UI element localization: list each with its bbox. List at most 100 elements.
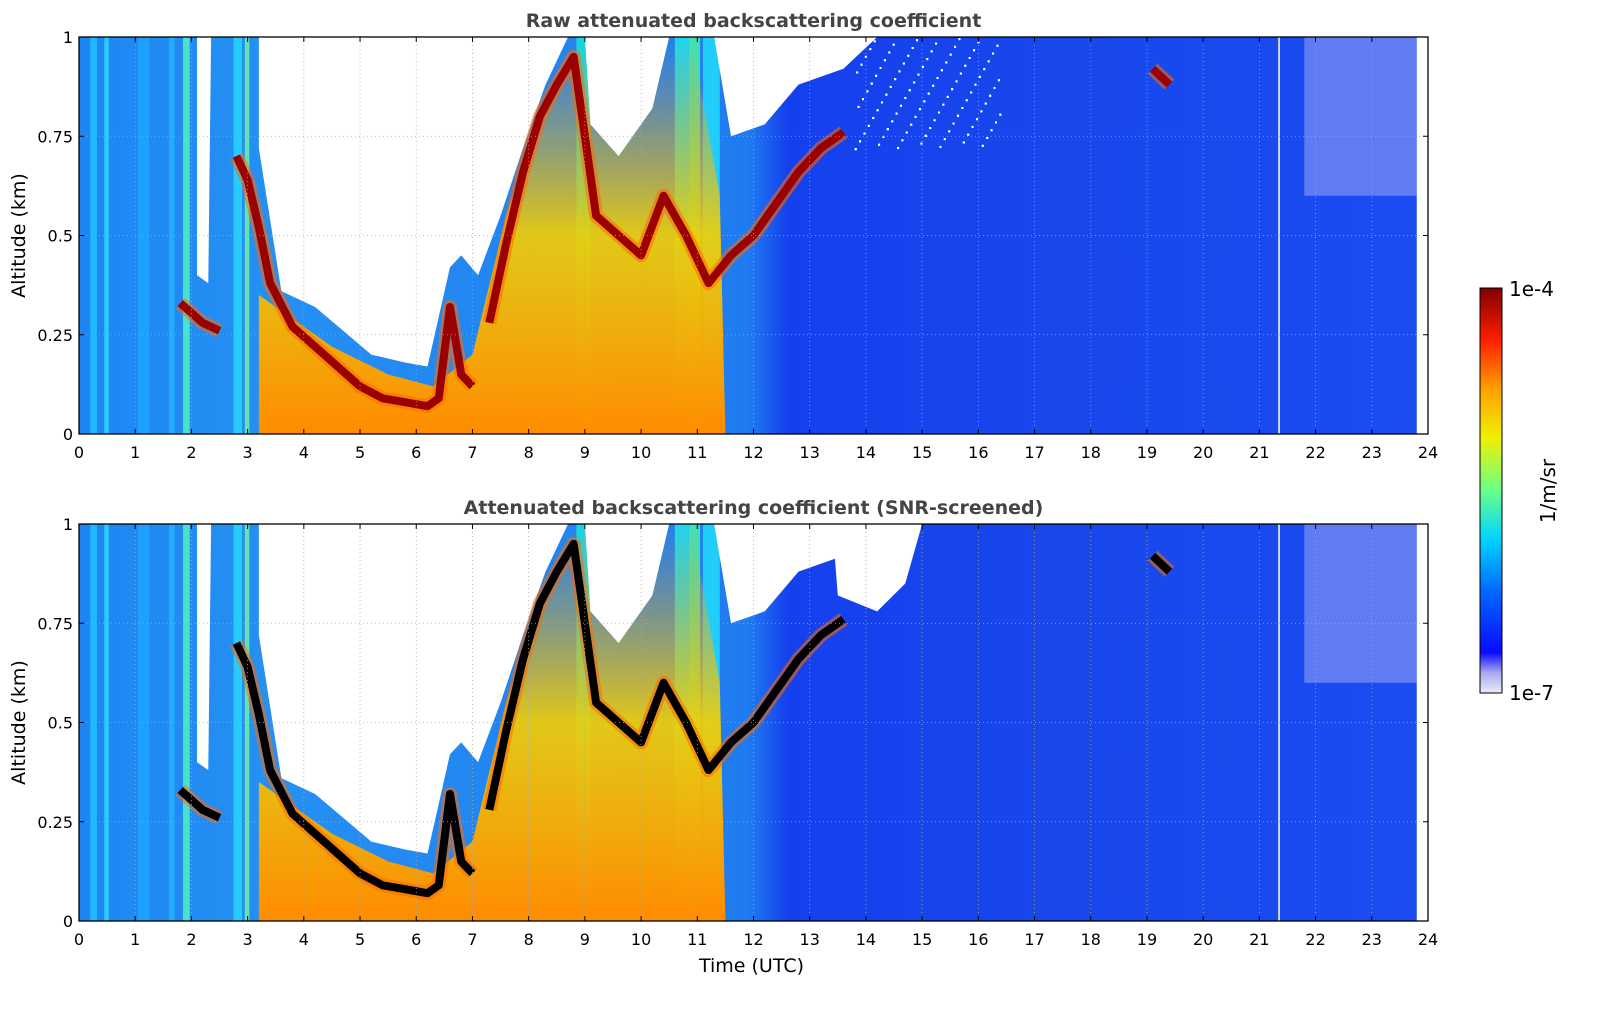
noise-speckle: [869, 48, 872, 51]
noise-speckle: [933, 119, 936, 122]
noise-speckle: [921, 65, 924, 68]
noise-speckle: [975, 118, 978, 121]
x-tick-label: 4: [299, 930, 309, 949]
noise-speckle: [872, 117, 875, 120]
clear-air-region: [832, 524, 923, 612]
clear-air-region: [258, 524, 569, 854]
noise-speckle: [967, 133, 970, 136]
x-tick-label: 11: [687, 443, 707, 462]
noise-speckle: [962, 141, 965, 144]
noise-speckle: [886, 128, 889, 131]
noise-speckle: [939, 145, 942, 148]
x-tick-label: 21: [1249, 930, 1269, 949]
noise-speckle: [977, 41, 980, 44]
precip-streak: [182, 524, 190, 921]
noise-speckle: [996, 44, 999, 47]
noise-speckle: [984, 102, 987, 105]
noise-speckle: [927, 92, 930, 95]
x-tick-label: 15: [912, 443, 932, 462]
noise-speckle: [914, 115, 917, 118]
x-tick-label: 14: [856, 443, 876, 462]
noise-speckle: [949, 53, 952, 56]
clear-air-region: [714, 37, 878, 137]
noise-speckle: [981, 144, 984, 147]
cloud-base-layer: [1149, 552, 1173, 575]
noise-speckle: [942, 103, 945, 106]
noise-speckle: [983, 68, 986, 71]
x-tick-label: 14: [856, 930, 876, 949]
y-tick-label: 0: [63, 912, 73, 931]
noise-speckle: [932, 84, 935, 87]
noise-speckle: [951, 88, 954, 91]
noise-speckle: [917, 73, 920, 76]
screened-backscatter-panel: 0 1 2 3 4 5 6 7 8 9 10 11 12 13 14 15 16 17 18 19 20 21 22 23 24…: [8, 497, 1438, 977]
noise-speckle: [986, 137, 989, 140]
x-tick-label: 22: [1305, 443, 1325, 462]
y-tick-label: 0.75: [37, 614, 73, 633]
x-tick-label: 24: [1418, 930, 1438, 949]
x-tick-label: 17: [1024, 443, 1044, 462]
noise-speckle: [897, 147, 900, 150]
x-tick-label: 6: [411, 443, 421, 462]
raw-backscatter-panel: 0 1 2 3 4 5 6 7 8 9 10 11 12 13 14 15 16 17 18 19 20 21 22 23 24…: [8, 10, 1438, 462]
noise-speckle: [923, 100, 926, 103]
y-tick-label: 0.5: [48, 227, 73, 246]
colorbar-max-label: 1e-4: [1509, 277, 1554, 301]
noise-speckle: [954, 45, 957, 48]
x-tick-label: 12: [743, 930, 763, 949]
y-tick-label: 0.25: [37, 326, 73, 345]
noise-speckle: [908, 89, 911, 92]
noise-speckle: [924, 134, 927, 137]
x-tick-label: 1: [130, 443, 140, 462]
noise-speckle: [940, 69, 943, 72]
colorbar: 1e-4 1e-7 1/m/sr: [1479, 277, 1560, 705]
noise-speckle: [916, 39, 919, 42]
x-tick-label: 18: [1081, 443, 1101, 462]
noise-speckle: [891, 120, 894, 123]
cloud-base-layer: [485, 539, 846, 811]
noise-speckle: [883, 59, 886, 62]
noise-speckle: [904, 97, 907, 100]
precip-streak: [182, 37, 190, 434]
colorbar-scale: [1479, 287, 1503, 694]
noise-speckle: [936, 77, 939, 80]
y-tick-label: 1: [63, 515, 73, 534]
x-tick-label: 23: [1362, 930, 1382, 949]
x-tick-label: 20: [1193, 443, 1213, 462]
x-tick-label: 12: [743, 443, 763, 462]
precip-streak: [233, 37, 243, 434]
precip-streak: [104, 37, 109, 434]
precip-streak: [90, 37, 97, 434]
clear-air-region: [584, 524, 670, 644]
x-tick-label: 3: [243, 443, 253, 462]
noise-speckle: [997, 79, 1000, 82]
noise-speckle: [958, 38, 961, 41]
noise-speckle: [907, 54, 910, 57]
noise-speckle: [867, 124, 870, 127]
panel-title: Attenuated backscattering coefficient (S…: [464, 497, 1044, 519]
y-axis-label: Altitude (km): [8, 660, 30, 785]
y-tick-label: 0.25: [37, 813, 73, 832]
noise-speckle: [929, 127, 932, 130]
x-tick-label: 1: [130, 930, 140, 949]
precip-streak: [104, 524, 109, 921]
clear-air-region: [197, 37, 212, 284]
noise-speckle: [895, 112, 898, 115]
x-tick-label: 8: [524, 930, 534, 949]
cloud-base-layer: [485, 52, 846, 324]
cloud-base-layer: [177, 786, 222, 822]
noise-speckle: [857, 105, 860, 108]
x-tick-label: 0: [74, 930, 84, 949]
noise-speckle: [905, 131, 908, 134]
noise-speckle: [902, 62, 905, 65]
cloud-base-layer: [177, 299, 222, 335]
noise-speckle: [918, 108, 921, 111]
y-tick-label: 0.5: [48, 714, 73, 733]
cloud-base-layer: [232, 154, 476, 411]
noise-speckle: [898, 70, 901, 73]
noise-speckle: [888, 51, 891, 54]
x-tick-label: 16: [968, 930, 988, 949]
noise-speckle: [860, 63, 863, 66]
x-tick-label: 20: [1193, 930, 1213, 949]
